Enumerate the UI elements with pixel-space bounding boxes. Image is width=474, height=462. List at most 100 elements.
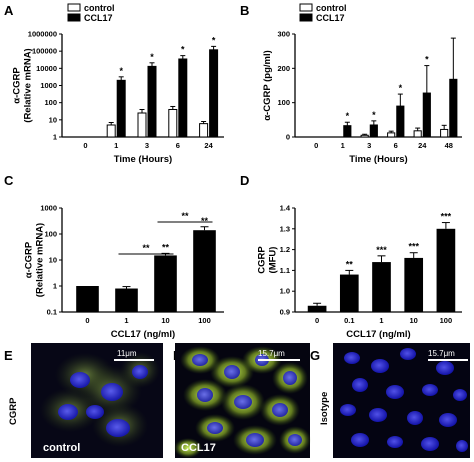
image-label-control: control: [43, 442, 80, 454]
side-label-isotype: Isotype: [319, 392, 330, 425]
y-tick-label: 1000: [40, 204, 57, 213]
y-axis-label: α-CGRP (Relative mRNA): [24, 223, 46, 297]
x-tick-label: 10: [410, 316, 418, 325]
bar: [76, 286, 99, 312]
bracket-significance: **: [142, 243, 150, 253]
x-tick-label: 6: [176, 141, 180, 150]
y-tick-label: 1: [53, 133, 57, 142]
x-tick-label: 3: [367, 141, 371, 150]
bar-ccl17: [116, 79, 126, 138]
y-tick-label: 0.1: [47, 308, 57, 317]
panel-label-g: G: [310, 348, 320, 363]
x-tick-label: 10: [161, 316, 169, 325]
bar-ccl17: [396, 105, 405, 138]
bar-control: [137, 112, 147, 138]
bar: [404, 257, 424, 312]
y-axis-label-line: (MFU): [268, 247, 279, 274]
x-tick-label: 1: [124, 316, 128, 325]
bar-control: [360, 134, 369, 138]
y-axis-label: α-CGRP (pg/ml): [262, 50, 273, 121]
y-tick-label: 10000: [36, 64, 57, 73]
image-label-ccl17: CCL17: [181, 442, 216, 454]
bar-control: [440, 128, 449, 138]
panel-label-e: E: [4, 348, 13, 363]
x-axis-label: Time (Hours): [349, 154, 407, 165]
y-axis-label-line: CGRP: [257, 246, 268, 274]
y-tick-label: 1.3: [280, 224, 290, 233]
significance-marker: ***: [408, 242, 419, 252]
y-axis-label-line: (Relative mRNA): [35, 223, 46, 297]
x-tick-label: 0: [314, 141, 318, 150]
significance-marker: ***: [376, 245, 387, 255]
significance-marker: *: [181, 45, 185, 55]
x-tick-label: 0: [315, 316, 319, 325]
significance-marker: *: [119, 66, 123, 76]
significance-marker: **: [162, 242, 170, 252]
bracket-significance: **: [181, 211, 189, 221]
significance-marker: *: [150, 52, 154, 62]
bar-ccl17: [343, 125, 352, 138]
bar: [193, 230, 216, 312]
y-tick-label: 100: [44, 230, 57, 239]
scale-label-f: 15.7μm: [258, 349, 285, 358]
bar: [372, 262, 391, 312]
y-tick-label: 1000: [40, 81, 57, 90]
x-tick-label: 1: [379, 316, 383, 325]
y-axis-label: CGRP (MFU): [257, 246, 279, 274]
x-tick-label: 3: [145, 141, 149, 150]
legend-label: control: [84, 3, 115, 13]
significance-marker: *: [212, 35, 216, 45]
y-tick-label: 100: [277, 98, 290, 107]
bar-control: [168, 108, 178, 138]
micrograph-f: 15.7μm CCL17: [174, 343, 311, 458]
y-tick-label: 1.4: [280, 204, 291, 213]
x-tick-label: 1: [341, 141, 345, 150]
significance-marker: *: [399, 83, 403, 93]
side-label-cgrp: CGRP: [8, 397, 19, 425]
y-axis-label: α-CGRP (Relative mRNA): [12, 48, 34, 122]
panel-label-b: B: [240, 3, 249, 18]
legend-swatch-control: [299, 3, 313, 12]
panel-label-a: A: [4, 3, 14, 18]
bar-ccl17: [369, 124, 378, 138]
legend-swatch-ccl17: [67, 13, 81, 22]
significance-marker: **: [346, 259, 354, 269]
bar: [154, 255, 177, 312]
significance-marker: **: [201, 216, 209, 226]
bar-control: [199, 123, 209, 138]
y-tick-label: 1.0: [280, 287, 290, 296]
bar-ccl17: [178, 58, 188, 138]
x-tick-label: 24: [418, 141, 427, 150]
y-axis-label-line: α-CGRP: [12, 67, 23, 104]
y-tick-label: 1: [53, 282, 57, 291]
x-tick-label: 24: [204, 141, 213, 150]
legend-swatch-control: [67, 3, 81, 12]
legend-label: CCL17: [84, 13, 113, 23]
y-tick-label: 200: [277, 64, 290, 73]
significance-marker: *: [425, 55, 429, 65]
x-axis-label: Time (Hours): [114, 154, 172, 165]
bar-ccl17: [209, 49, 219, 138]
x-tick-label: 1: [114, 141, 118, 150]
x-tick-label: 0.1: [344, 316, 354, 325]
scale-label-e: 11μm: [117, 349, 137, 358]
bar-ccl17: [422, 92, 431, 138]
y-tick-label: 100: [44, 98, 57, 107]
micrograph-e: 11μm control: [31, 343, 163, 458]
panel-label-d: D: [240, 173, 249, 188]
y-tick-label: 0.9: [280, 308, 290, 317]
y-tick-label: 10: [49, 115, 57, 124]
y-tick-label: 0: [286, 133, 290, 142]
scale-label-g: 15.7μm: [428, 349, 455, 358]
y-tick-label: 1.1: [280, 266, 290, 275]
y-tick-label: 100000: [32, 47, 57, 56]
y-axis-label-line: (Relative mRNA): [23, 48, 34, 122]
x-axis-label: CCL17 (ng/ml): [346, 329, 410, 340]
bar-control: [413, 130, 422, 138]
y-tick-label: 10: [49, 256, 57, 265]
significance-marker: ***: [441, 212, 452, 222]
bar-ccl17: [147, 65, 157, 138]
